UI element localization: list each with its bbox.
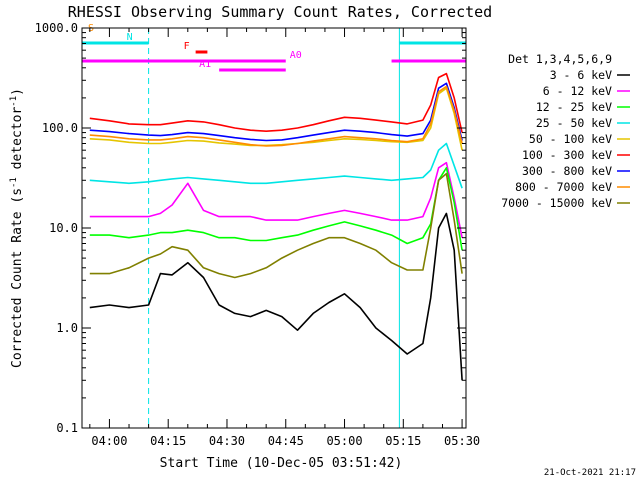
y-axis-label-part: )	[10, 88, 25, 96]
x-tick-label: 04:30	[209, 434, 245, 448]
series-line-8	[89, 85, 463, 147]
series-line-9	[89, 172, 463, 279]
series-line-7	[89, 82, 463, 142]
x-axis: 04:00 04:15 04:30 04:45 05:00 05:15 05:30	[89, 28, 480, 448]
x-tick-label: 05:15	[385, 434, 421, 448]
flag-label-f: F	[184, 41, 190, 52]
chart-title: RHESSI Observing Summary Count Rates, Co…	[68, 3, 492, 21]
legend-item: 6 - 12 keV	[543, 84, 612, 98]
legend-item: 50 - 100 keV	[529, 132, 612, 146]
legend-item: 100 - 300 keV	[522, 148, 612, 162]
y-axis-label-part: -1	[9, 96, 19, 107]
x-tick-label: 04:00	[91, 434, 127, 448]
x-axis-label: Start Time (10-Dec-05 03:51:42)	[160, 456, 403, 471]
y-axis-label-part: -1	[9, 177, 19, 188]
legend-title: Det 1,3,4,5,6,9	[508, 52, 612, 66]
legend-item: 3 - 6 keV	[550, 68, 612, 82]
series-line-3	[89, 167, 463, 251]
legend-item: 7000 - 15000 keV	[501, 196, 612, 210]
y-axis-label: Corrected Count Rate (s-1 detector-1)	[9, 88, 25, 368]
y-axis-label-part: Corrected Count Rate (s	[10, 188, 25, 368]
flag-label-n: N	[127, 32, 133, 43]
legend-item: 300 - 800 keV	[522, 164, 612, 178]
series-line-2	[89, 161, 463, 238]
y-tick-label: 1000.0	[35, 21, 78, 35]
y-tick-label: 1.0	[56, 321, 78, 335]
series-line-4	[89, 142, 463, 189]
y-tick-label: 0.1	[56, 421, 78, 435]
legend-item: 25 - 50 keV	[536, 116, 612, 130]
y-tick-label: 100.0	[42, 121, 78, 135]
series-line-1	[89, 212, 463, 381]
legend-item: 800 - 7000 keV	[515, 180, 612, 194]
series-line-6	[89, 72, 463, 133]
legend-item: 12 - 25 keV	[536, 100, 612, 114]
x-tick-label: 04:15	[150, 434, 186, 448]
x-tick-label: 05:30	[444, 434, 480, 448]
y-axis: 0.1 1.0 10.0 100.0 1000.0	[35, 21, 466, 435]
x-tick-label: 05:00	[326, 434, 362, 448]
legend: 3 - 6 keV 6 - 12 keV 12 - 25 keV 25 - 50 ke…	[501, 68, 630, 210]
flag-label-a0: A0	[290, 50, 302, 61]
y-axis-label-part: detector	[10, 107, 25, 178]
timestamp: 21-Oct-2021 21:17	[544, 468, 636, 478]
y-tick-label: 10.0	[49, 221, 78, 235]
x-tick-label: 04:45	[268, 434, 304, 448]
flag-label-a1: A1	[199, 59, 211, 70]
